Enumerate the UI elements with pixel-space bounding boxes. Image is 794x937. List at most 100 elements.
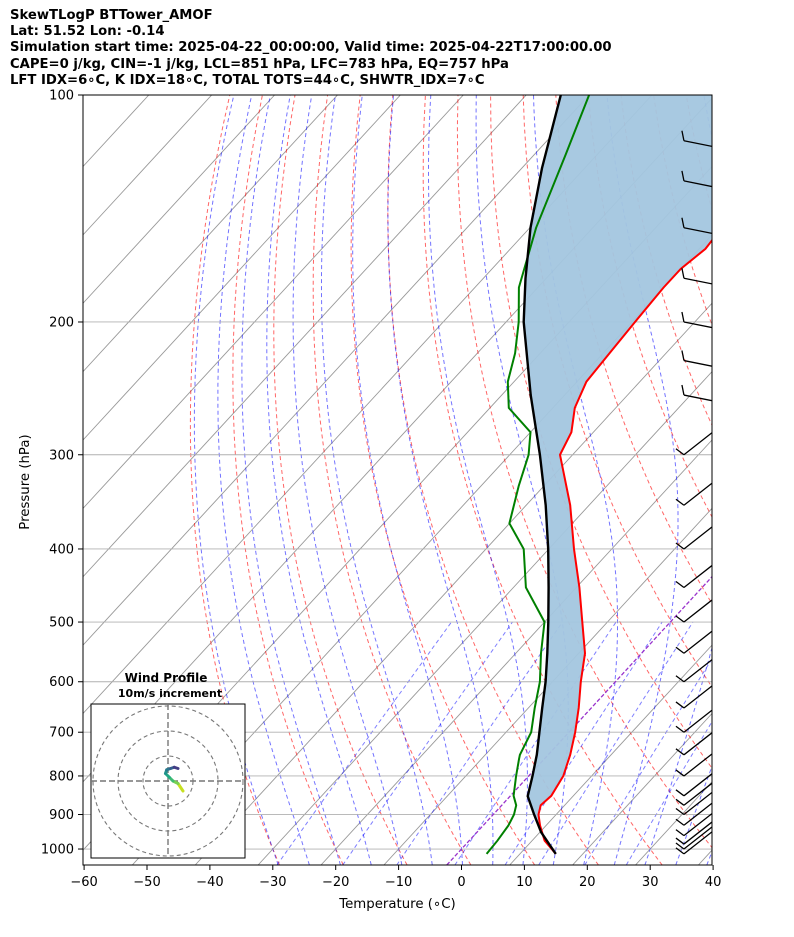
wind-barb [681,170,712,188]
dry-adiabat-line [312,95,472,865]
moist-adiabat-line [675,764,712,865]
wind-barb [675,482,712,506]
mixing-ratio-lines [276,621,712,865]
dry-adiabat-line [387,95,599,865]
wind-barb [675,773,712,797]
dry-adiabat-line [456,95,712,849]
mixing-ratio-line [504,621,663,865]
cape-area [523,95,712,854]
x-tick-label: 0 [457,875,465,890]
isotherm-line [131,234,712,865]
plot-frame [82,94,713,866]
x-tick-label: 40 [705,875,722,890]
isotherm-line [698,849,712,865]
dewpoint-line [485,95,591,855]
isotherm-line [83,95,590,646]
dry-adiabat-line [350,95,536,865]
moist-adiabat-line [321,95,433,865]
y-tick-label: 1000 [41,843,74,858]
x-tick-label: 20 [579,875,596,890]
dry-adiabat-line [719,95,794,865]
location-line: Lat: 51.52 Lon: -0.14 [10,24,165,40]
isotherm-line [83,95,464,510]
x-tick-label: −30 [259,875,286,890]
y-tick-label: 300 [49,448,74,463]
parcel-line [522,95,562,855]
y-tick-label: 700 [49,726,74,741]
dry-adiabat-line [189,95,280,865]
wind-barbs [675,130,712,855]
mixing-ratio-line [276,621,452,865]
moist-adiabat-line [352,95,463,865]
dry-adiabat-line [232,95,344,865]
isotherm-line [383,507,712,865]
wind-barb [675,813,712,837]
y-tick-label: 500 [49,616,74,631]
isotherm-line [572,712,712,865]
hodograph-trace-segment [176,782,185,793]
wind-barb [681,268,712,285]
indices-line-1: CAPE=0 j/kg, CIN=-1 j/kg, LCL=851 hPa, L… [10,56,509,72]
isotherm-line [257,370,712,865]
dry-adiabat-line [751,95,794,865]
wind-barb [675,821,712,845]
wind-barb [681,311,712,329]
chart-title: SkewTLogP BTTower_AMOF [10,8,213,23]
mixing-ratio-line [538,621,694,865]
wind-barb [675,685,712,709]
isotherm-line [83,95,275,304]
wind-barb [681,217,712,235]
wind-barb [675,802,712,826]
wind-barb [675,599,712,623]
y-tick-label: 200 [49,315,74,330]
hodograph-inset: Wind Profile 10m/s increment [90,671,246,859]
moist-adiabat-line [428,95,528,865]
isotherm-line [83,95,213,236]
x-axis-ticks: −60 −50 −40 −30 −20 −10 0 10 20 30 40 [70,865,721,890]
y-axis-label: Pressure (hPa) [18,434,33,529]
moist-adiabat-line [241,95,341,865]
x-axis-label: Temperature (∘C) [338,897,455,912]
isotherm-line [509,644,712,865]
wind-barb [675,732,712,756]
x-tick-label: −60 [70,875,97,890]
wind-barb [681,130,712,148]
isotherm-line [320,439,712,865]
wind-barb [675,526,712,550]
dry-adiabat-line [784,95,794,865]
isotherm-line [761,95,794,865]
wind-barb [675,753,712,777]
wind-barb [675,782,712,806]
y-tick-label: 100 [49,89,74,104]
x-tick-label: −40 [196,875,223,890]
wind-barb [675,831,712,855]
hodograph-trace-segment [172,765,180,770]
isotherm-line [83,95,401,441]
mixing-ratio-line [625,720,712,865]
moist-adiabat-line [266,95,372,865]
chart-header: SkewTLogP BTTower_AMOF Lat: 51.52 Lon: -… [10,8,612,89]
moist-adiabat-line [193,95,279,865]
hodograph-title: Wind Profile [125,671,208,685]
cape-shading [523,95,712,854]
dry-adiabat-line [422,95,663,865]
y-tick-label: 600 [49,675,74,690]
x-tick-label: 30 [642,875,659,890]
x-tick-label: −50 [133,875,160,890]
dry-adiabat-line [620,95,712,427]
y-axis-ticks: 100 200 300 400 500 600 700 800 900 1000 [41,89,83,858]
mixing-ratio-line [584,658,712,865]
mixing-ratio-line [396,621,563,865]
moist-adiabat-line [706,850,712,865]
indices-line-2: LFT IDX=6∘C, K IDX=18∘C, TOTAL TOTS=44∘C… [10,72,485,88]
y-tick-label: 800 [49,769,74,784]
time-line: Simulation start time: 2025-04-22_00:00:… [10,40,612,56]
wind-barb [675,709,712,733]
hodograph-subtitle: 10m/s increment [118,687,222,700]
x-tick-label: 10 [516,875,533,890]
wind-barb [675,826,712,850]
moist-adiabat-line [387,95,494,865]
wind-barb [675,659,712,683]
x-tick-label: −10 [385,875,412,890]
